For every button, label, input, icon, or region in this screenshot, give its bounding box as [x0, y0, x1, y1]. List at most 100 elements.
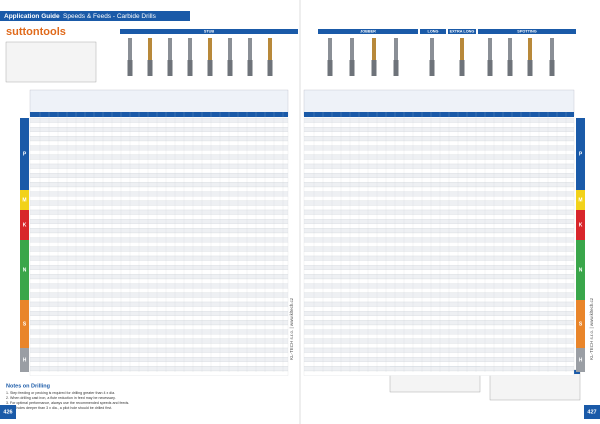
- drill-shank: [267, 60, 273, 76]
- table-row: [29, 159, 289, 165]
- drill-image: [372, 38, 376, 74]
- table-row: [29, 320, 289, 326]
- table-row: [29, 352, 289, 358]
- drill-shank: [459, 60, 465, 76]
- table-row: [29, 154, 289, 160]
- table-row: [303, 306, 575, 312]
- table-row: [29, 145, 289, 151]
- table-row: [303, 297, 575, 303]
- table-row: [29, 122, 289, 128]
- table-row: [29, 301, 289, 307]
- table-row: [303, 140, 575, 146]
- table-row: [29, 334, 289, 339]
- iso-label: P: [579, 151, 583, 157]
- table-row: [303, 237, 575, 243]
- table-row: [29, 205, 289, 211]
- table-row: [303, 347, 575, 353]
- table-row: [29, 168, 289, 174]
- drill-shank: [527, 60, 533, 76]
- drill-shank: [147, 60, 153, 76]
- table-row: [303, 288, 575, 293]
- iso-label: H: [579, 357, 583, 363]
- drill-image: [168, 38, 172, 74]
- table-row: [303, 352, 575, 358]
- drill-shank: [429, 60, 435, 76]
- drill-image: [208, 38, 212, 74]
- section-label: SPOTTING: [517, 30, 536, 34]
- drill-shank: [327, 60, 333, 76]
- table-row: [303, 246, 575, 252]
- table-header: [29, 89, 289, 117]
- table-row: [29, 265, 289, 270]
- subtitle: Speeds & Feeds - Carbide Drills: [63, 13, 157, 20]
- table-row: [303, 278, 575, 284]
- table-row: [303, 311, 575, 316]
- drill-image: [148, 38, 152, 74]
- table-row: [303, 177, 575, 183]
- table-row: [29, 232, 289, 238]
- table-row: [29, 315, 289, 321]
- drill-image: [328, 38, 332, 74]
- table-row: [29, 136, 289, 142]
- table-row: [303, 117, 575, 123]
- note: 4. For holes deeper than 3 x dia., a pil…: [6, 406, 112, 410]
- note: 3. For optimal performance, always use t…: [6, 401, 129, 405]
- table-row: [303, 159, 575, 165]
- table-row: [303, 343, 575, 349]
- drill-shank: [127, 60, 133, 76]
- drill-shank: [549, 60, 555, 76]
- iso-band: [20, 300, 29, 348]
- table-row: [29, 255, 289, 261]
- legend-box: [5, 41, 97, 83]
- section-label: JOBBER: [360, 30, 376, 34]
- table-row: [29, 329, 289, 335]
- table-row: [303, 182, 575, 188]
- table-row: [303, 283, 575, 289]
- notes-title: Notes on Drilling: [6, 383, 50, 389]
- table-row: [29, 324, 289, 330]
- table-row: [29, 311, 289, 316]
- table-row: [29, 209, 289, 215]
- table-row: [303, 366, 575, 372]
- drill-image: [128, 38, 132, 74]
- table-row: [29, 196, 289, 201]
- table-row: [29, 357, 289, 362]
- table-row: [303, 223, 575, 229]
- iso-band: [20, 190, 29, 210]
- drill-shank: [247, 60, 253, 76]
- drill-image: [430, 38, 434, 76]
- table-row: [303, 205, 575, 211]
- note: 1. Step feeding or pecking is required f…: [6, 391, 115, 395]
- table-row: [303, 228, 575, 234]
- drill-shank: [167, 60, 173, 76]
- table-row: [29, 251, 289, 257]
- table-row: [303, 196, 575, 201]
- table-row: [303, 214, 575, 220]
- iso-label: K: [579, 222, 583, 228]
- iso-label: K: [23, 222, 27, 228]
- drill-image: [528, 38, 532, 74]
- drill-image: [350, 38, 354, 74]
- table-row: [303, 274, 575, 280]
- table-row: [303, 315, 575, 321]
- section-label: LONG: [428, 30, 439, 34]
- table-row: [29, 278, 289, 284]
- table-row: [29, 127, 289, 132]
- table-row: [303, 251, 575, 257]
- table-row: [303, 163, 575, 169]
- table-row: [29, 347, 289, 353]
- section-bar: [318, 29, 418, 34]
- iso-band: [576, 190, 585, 210]
- table-row: [303, 329, 575, 335]
- table-row: [29, 338, 289, 344]
- drill-shank: [227, 60, 233, 76]
- drill-image: [550, 38, 554, 74]
- table-row: [29, 237, 289, 243]
- side-text: KL-TECH s.r.o. | www.kltech.cz: [589, 297, 594, 360]
- table-row: [29, 163, 289, 169]
- table-row: [303, 301, 575, 307]
- iso-label: M: [22, 197, 26, 203]
- table-header: [303, 89, 575, 117]
- table-row: [29, 219, 289, 224]
